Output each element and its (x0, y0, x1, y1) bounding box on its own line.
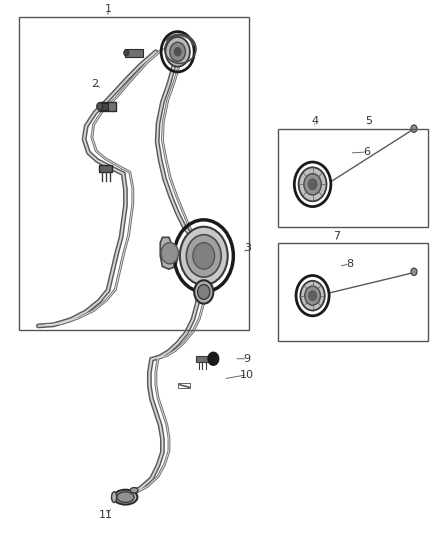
Text: 2: 2 (92, 78, 99, 88)
Text: 11: 11 (99, 510, 113, 520)
Bar (196, 356, 210, 362)
Circle shape (174, 47, 181, 56)
Circle shape (186, 235, 221, 277)
Bar (99, 102, 116, 111)
Circle shape (411, 268, 417, 276)
Polygon shape (160, 237, 178, 269)
Circle shape (166, 37, 190, 67)
Circle shape (193, 243, 215, 269)
Circle shape (124, 50, 129, 56)
Circle shape (180, 227, 228, 285)
Ellipse shape (117, 492, 134, 503)
Circle shape (300, 281, 325, 311)
Bar (101, 103, 109, 110)
Ellipse shape (130, 488, 138, 493)
Circle shape (161, 243, 179, 264)
Circle shape (194, 280, 213, 304)
Circle shape (308, 179, 317, 190)
Circle shape (304, 174, 321, 195)
Circle shape (170, 42, 185, 61)
Circle shape (411, 125, 417, 132)
Text: 3: 3 (244, 243, 251, 253)
Text: 6: 6 (364, 147, 371, 157)
Text: 9: 9 (244, 354, 251, 364)
Text: 4: 4 (311, 116, 318, 126)
Text: 10: 10 (240, 370, 254, 379)
Text: 5: 5 (366, 116, 373, 126)
Circle shape (97, 103, 103, 110)
Ellipse shape (112, 492, 117, 503)
Bar (125, 49, 143, 57)
Bar (99, 165, 112, 172)
Bar (278, 128, 428, 227)
Ellipse shape (113, 490, 138, 505)
Bar (19, 17, 250, 330)
Text: 7: 7 (333, 231, 340, 241)
Circle shape (309, 291, 317, 301)
Circle shape (208, 352, 219, 365)
Circle shape (305, 286, 321, 305)
Bar (278, 243, 428, 341)
Text: 1: 1 (105, 4, 112, 14)
Bar (178, 383, 190, 388)
Text: 8: 8 (346, 259, 353, 269)
Circle shape (198, 285, 210, 300)
Circle shape (299, 167, 326, 201)
